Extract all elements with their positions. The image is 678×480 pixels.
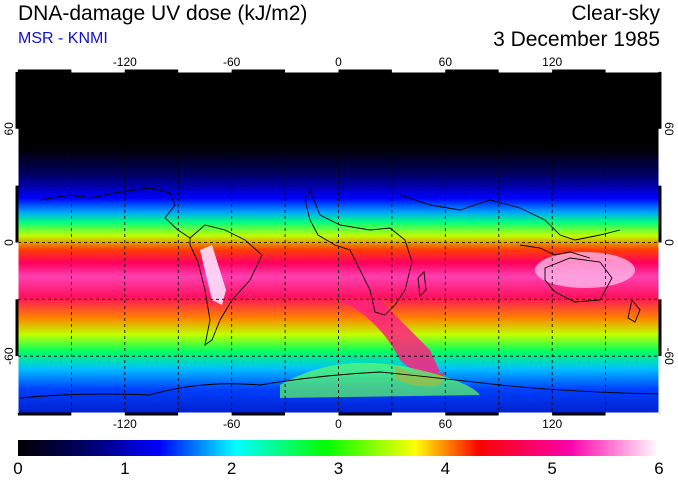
lat-label-left: -60 xyxy=(2,347,16,365)
lon-label-top: 120 xyxy=(542,55,562,69)
lon-label-bottom: 120 xyxy=(542,417,562,431)
colorbar-label: 3 xyxy=(334,459,343,478)
data-source: MSR - KNMI xyxy=(18,30,108,47)
lat-label-right: 60 xyxy=(662,122,676,136)
lon-label-top: -120 xyxy=(113,55,137,69)
map-title: DNA-damage UV dose (kJ/m2) xyxy=(18,2,308,25)
lat-label-right: -60 xyxy=(662,347,676,365)
lon-label-bottom: 0 xyxy=(335,417,342,431)
map-frame xyxy=(15,69,662,416)
lat-label-right: 0 xyxy=(662,239,676,246)
lon-label-bottom: -60 xyxy=(223,417,241,431)
colorbar-label: 2 xyxy=(227,459,236,478)
lat-label-left: 60 xyxy=(2,122,16,136)
lon-label-top: -60 xyxy=(223,55,241,69)
sky-condition: Clear-sky xyxy=(571,2,660,25)
colorbar-label: 1 xyxy=(120,459,129,478)
colorbar-label: 0 xyxy=(13,459,22,478)
colorbar xyxy=(18,440,659,456)
longitude-labels-bottom: -120 -60 0 60 120 xyxy=(113,417,563,431)
colorbar-label: 5 xyxy=(547,459,556,478)
latitude-labels-left: 60 0 -60 xyxy=(2,122,16,365)
latitude-labels-right: 60 0 -60 xyxy=(662,122,676,365)
lon-label-top: 60 xyxy=(439,55,453,69)
longitude-labels-top: -120 -60 0 60 120 xyxy=(113,55,563,69)
lat-label-left: 0 xyxy=(2,239,16,246)
colorbar-label: 4 xyxy=(441,459,450,478)
coastlines xyxy=(19,187,659,399)
colorbar-label: 6 xyxy=(654,459,663,478)
graticule xyxy=(18,72,659,413)
map-date: 3 December 1985 xyxy=(493,28,660,51)
lon-label-bottom: 60 xyxy=(439,417,453,431)
colorbar-labels: 0 1 2 3 4 5 6 xyxy=(13,459,663,478)
lon-label-bottom: -120 xyxy=(113,417,137,431)
lon-label-top: 0 xyxy=(335,55,342,69)
